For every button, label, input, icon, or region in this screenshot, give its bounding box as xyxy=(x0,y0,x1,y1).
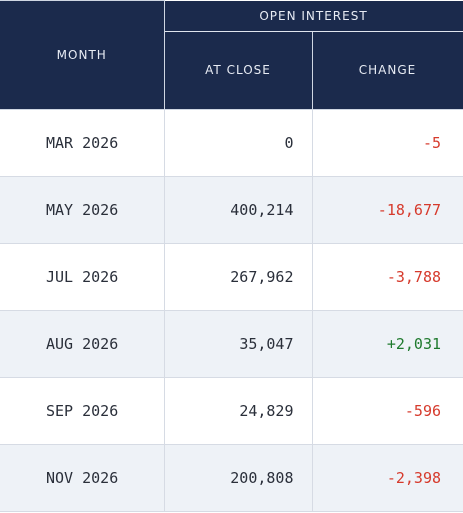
table-row: NOV 2026 200,808 -2,398 xyxy=(0,443,463,512)
month-cell: MAR 2026 xyxy=(0,108,165,177)
month-cell: SEP 2026 xyxy=(0,376,165,445)
month-cell: JUL 2026 xyxy=(0,242,165,311)
table-body: MAR 2026 0 -5 MAY 2026 400,214 -18,677 JUL 202… xyxy=(0,108,463,512)
at-close-cell: 400,214 xyxy=(163,175,313,244)
change-cell: -2,398 xyxy=(311,443,463,512)
change-cell: -3,788 xyxy=(311,242,463,311)
at-close-cell: 200,808 xyxy=(163,443,313,512)
change-cell: -18,677 xyxy=(311,175,463,244)
month-cell: NOV 2026 xyxy=(0,443,165,512)
month-cell: AUG 2026 xyxy=(0,309,165,378)
at-close-column-header: AT CLOSE xyxy=(163,30,313,110)
table-row: SEP 2026 24,829 -596 xyxy=(0,376,463,445)
table-row: JUL 2026 267,962 -3,788 xyxy=(0,242,463,311)
table-row: AUG 2026 35,047 +2,031 xyxy=(0,309,463,378)
month-column-header: MONTH xyxy=(0,0,165,110)
open-interest-group-header: OPEN INTEREST xyxy=(163,0,463,32)
change-column-header: CHANGE xyxy=(311,30,463,110)
change-cell: +2,031 xyxy=(311,309,463,378)
at-close-cell: 24,829 xyxy=(163,376,313,445)
table-header: MONTH OPEN INTEREST AT CLOSE CHANGE xyxy=(0,0,463,110)
at-close-cell: 267,962 xyxy=(163,242,313,311)
month-cell: MAY 2026 xyxy=(0,175,165,244)
table-row: MAY 2026 400,214 -18,677 xyxy=(0,175,463,244)
at-close-cell: 0 xyxy=(163,108,313,177)
change-cell: -596 xyxy=(311,376,463,445)
at-close-cell: 35,047 xyxy=(163,309,313,378)
table-row: MAR 2026 0 -5 xyxy=(0,108,463,177)
change-cell: -5 xyxy=(311,108,463,177)
